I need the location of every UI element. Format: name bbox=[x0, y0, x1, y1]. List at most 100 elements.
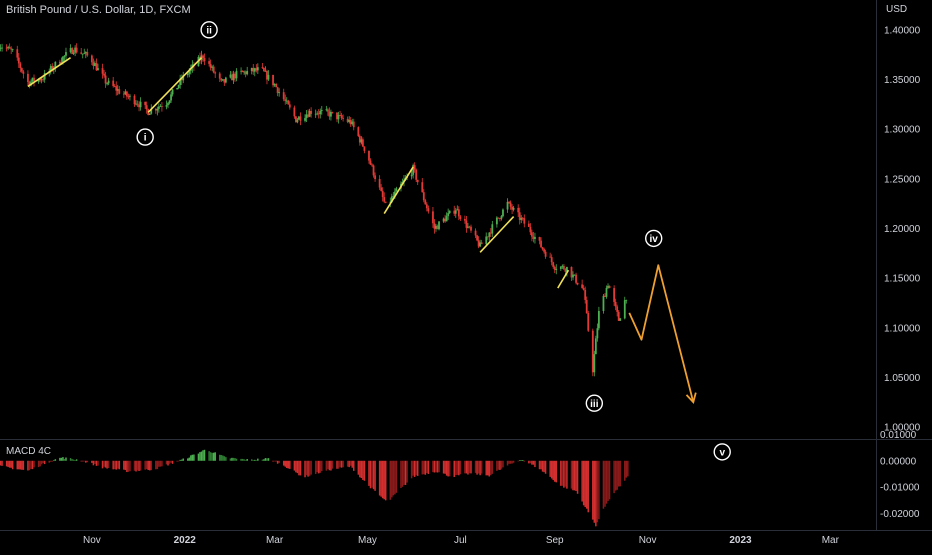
candle-body bbox=[161, 106, 163, 107]
macd-bar bbox=[321, 460, 323, 472]
candle-body bbox=[534, 236, 536, 240]
macd-bar bbox=[65, 457, 67, 461]
candle-body bbox=[383, 197, 386, 202]
macd-bar bbox=[158, 460, 160, 467]
candle-body bbox=[566, 266, 568, 272]
candle-body bbox=[263, 67, 265, 72]
candle-body bbox=[489, 232, 492, 234]
candle-body bbox=[614, 301, 617, 307]
macd-bar bbox=[488, 460, 491, 477]
macd-bar bbox=[267, 458, 270, 461]
macd-bar bbox=[359, 460, 361, 478]
candle-body bbox=[188, 70, 191, 74]
price-tick-label: 1.25000 bbox=[884, 174, 921, 185]
macd-bar bbox=[231, 457, 233, 461]
candle-body bbox=[607, 285, 609, 288]
macd-bar bbox=[273, 460, 276, 462]
candle-body bbox=[5, 47, 8, 49]
candle-body bbox=[176, 88, 179, 90]
macd-bar bbox=[541, 460, 544, 472]
macd-bar bbox=[51, 460, 54, 462]
macd-bar bbox=[252, 460, 255, 461]
candle-body bbox=[384, 201, 387, 203]
candle-body bbox=[278, 92, 281, 94]
candle-body bbox=[273, 84, 276, 86]
time-tick-label: 2023 bbox=[729, 535, 752, 546]
macd-bar bbox=[614, 460, 617, 491]
candle-body bbox=[28, 82, 31, 86]
candle-body bbox=[241, 70, 244, 72]
candle-body bbox=[211, 66, 214, 68]
currency-label: USD bbox=[886, 4, 908, 15]
candle-body bbox=[465, 220, 468, 228]
candle-body bbox=[229, 74, 232, 78]
macd-bar bbox=[209, 452, 212, 461]
macd-bar bbox=[380, 460, 382, 497]
macd-bar bbox=[106, 460, 108, 469]
macd-bar bbox=[433, 460, 436, 473]
candle-body bbox=[74, 47, 77, 53]
macd-bar bbox=[555, 460, 558, 483]
macd-bar bbox=[97, 460, 99, 466]
candle-body bbox=[468, 226, 471, 228]
macd-bar bbox=[384, 460, 387, 501]
candle-body bbox=[331, 111, 334, 113]
candle-body bbox=[157, 106, 160, 109]
candle-body bbox=[168, 100, 171, 104]
macd-bar bbox=[522, 459, 524, 461]
macd-bar bbox=[416, 460, 419, 476]
candle-body bbox=[94, 63, 96, 66]
candle-body bbox=[304, 118, 306, 121]
macd-bar bbox=[123, 460, 125, 470]
macd-bar bbox=[627, 460, 629, 477]
candle-body bbox=[517, 207, 520, 213]
price-tick-label: 1.15000 bbox=[884, 274, 921, 285]
candle-body bbox=[90, 55, 93, 63]
macd-bar bbox=[305, 460, 308, 476]
candle-body bbox=[552, 262, 555, 267]
macd-bar bbox=[272, 460, 274, 462]
macd-tick-label: -0.01000 bbox=[880, 483, 920, 494]
candle-body bbox=[40, 79, 43, 81]
wave-label-ring bbox=[585, 394, 604, 412]
candle-body bbox=[360, 139, 363, 143]
channel-line bbox=[557, 269, 570, 289]
macd-bar bbox=[214, 452, 216, 461]
macd-bar bbox=[616, 460, 618, 490]
candle-body bbox=[348, 120, 351, 122]
price-tick-label: 1.00000 bbox=[884, 423, 921, 434]
macd-bar bbox=[59, 457, 61, 461]
macd-bar bbox=[182, 458, 184, 461]
macd-bar bbox=[40, 460, 43, 465]
candle-body bbox=[144, 101, 147, 106]
wave-label: i bbox=[144, 133, 147, 144]
candle-body bbox=[576, 282, 579, 285]
macd-bar bbox=[528, 460, 530, 464]
macd-bar bbox=[1, 460, 3, 466]
candle-body bbox=[133, 95, 136, 105]
macd-tick-label: -0.02000 bbox=[880, 509, 920, 520]
candle-body bbox=[538, 236, 541, 241]
candle-body bbox=[371, 164, 373, 166]
candle-body bbox=[317, 113, 320, 115]
macd-bar bbox=[147, 460, 149, 471]
candle-body bbox=[486, 236, 489, 238]
candle-body bbox=[435, 225, 437, 229]
candle-body bbox=[0, 47, 2, 49]
macd-bar bbox=[261, 459, 264, 461]
candle-body bbox=[145, 105, 148, 110]
candle-body bbox=[8, 46, 11, 49]
macd-bar bbox=[369, 460, 372, 489]
candle-body bbox=[336, 112, 338, 120]
candle-body bbox=[432, 211, 434, 224]
macd-bar bbox=[278, 460, 280, 463]
macd-bar bbox=[508, 460, 510, 464]
macd-bar bbox=[625, 460, 628, 478]
macd-bar bbox=[592, 460, 594, 520]
candle-body bbox=[165, 105, 168, 107]
macd-bar bbox=[11, 460, 14, 470]
macd-bar bbox=[127, 460, 130, 472]
macd-bar bbox=[8, 460, 11, 468]
candle-body bbox=[293, 107, 296, 117]
macd-bar bbox=[415, 460, 417, 476]
